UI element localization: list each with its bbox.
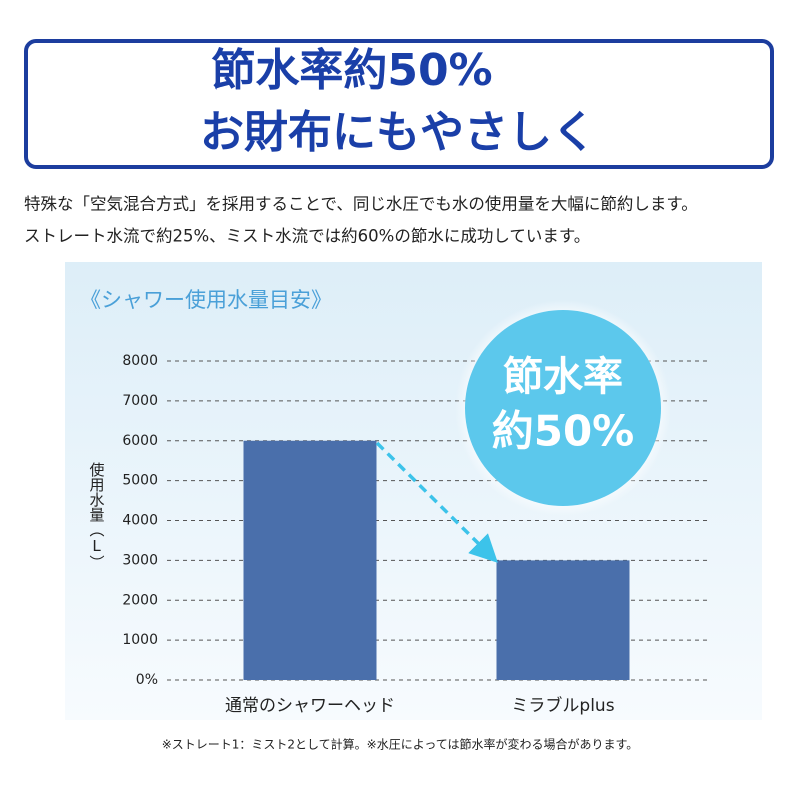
y-tick-label: 1000 — [122, 632, 158, 648]
y-tick-label: 2000 — [122, 592, 158, 608]
y-tick-label: 6000 — [122, 433, 158, 449]
bar — [496, 560, 630, 680]
x-tick-label: ミラブルplus — [511, 695, 614, 716]
chart-panel — [65, 262, 762, 720]
bar — [243, 440, 377, 680]
header-line: お財布にもやさしく — [200, 107, 596, 158]
y-tick-label: 0% — [136, 672, 158, 688]
badge-text: 節水率 — [503, 354, 623, 400]
y-tick-label: 4000 — [122, 513, 158, 529]
y-tick-label: 5000 — [122, 473, 158, 489]
description: 特殊な「空気混合方式」を採用することで、同じ水圧でも水の使用量を大幅に節約します… — [24, 195, 698, 214]
x-tick-label: 通常のシャワーヘッド — [225, 696, 395, 716]
footnote: ※ストレート1：ミスト2として計算。※水圧によっては節水率が変わる場合があります… — [162, 737, 639, 752]
description: ストレート水流で約25%、ミスト水流では約60%の節水に成功しています。 — [24, 227, 590, 246]
badge — [465, 310, 661, 506]
badge-text: 約50% — [492, 407, 635, 456]
y-axis-label: 使用水量（L） — [88, 462, 106, 570]
plot: 0% 1000 2000 3000 4000 5000 6000 7000 8000 通常のシャワ… — [122, 353, 710, 716]
y-tick-label: 3000 — [122, 552, 158, 568]
arrow — [375, 441, 498, 563]
y-tick-label: 8000 — [122, 353, 158, 369]
header-line: 節水率約50% — [211, 45, 492, 96]
header-box — [24, 39, 774, 169]
y-tick-label: 7000 — [122, 393, 158, 409]
chart-title: 《シャワー使用水量目安》 — [80, 288, 332, 312]
